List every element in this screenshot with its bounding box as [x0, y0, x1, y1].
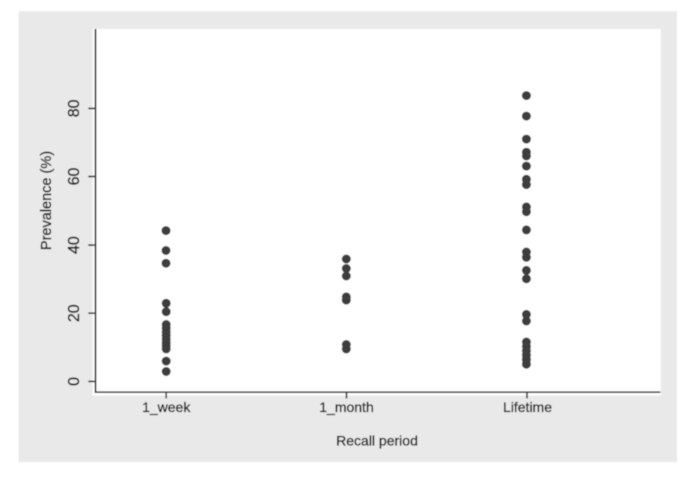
svg-text:80: 80 [66, 99, 83, 117]
svg-text:20: 20 [66, 304, 83, 322]
svg-text:Prevalence (%): Prevalence (%) [39, 151, 55, 250]
svg-text:Lifetime: Lifetime [503, 399, 552, 415]
svg-text:40: 40 [66, 236, 83, 254]
svg-text:0: 0 [66, 377, 83, 386]
svg-text:Recall period: Recall period [336, 432, 418, 448]
svg-text:1_week: 1_week [142, 399, 191, 415]
svg-text:1_month: 1_month [319, 399, 373, 415]
svg-text:60: 60 [66, 168, 83, 186]
